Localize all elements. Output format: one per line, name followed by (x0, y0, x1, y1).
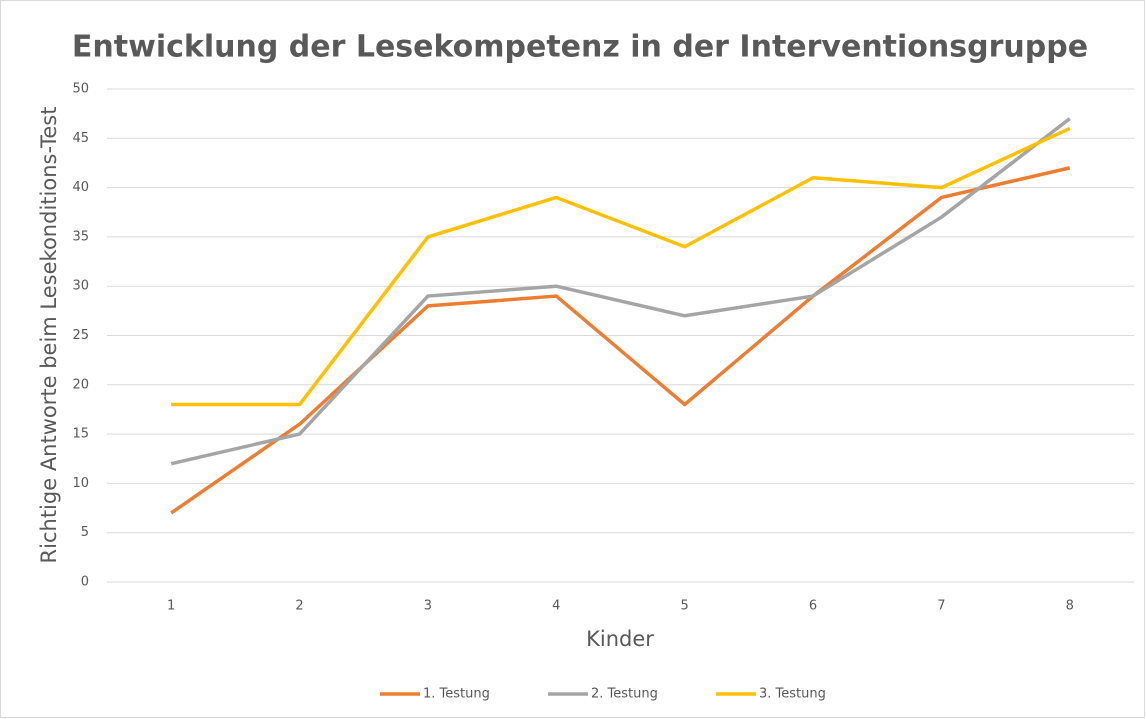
x-tick-label: 1 (167, 599, 175, 614)
y-axis-label: Richtige Antworte beim Lesekonditions-Te… (37, 107, 61, 564)
y-tick-label: 40 (72, 180, 89, 195)
y-tick-label: 15 (72, 427, 89, 442)
y-tick-label: 45 (72, 131, 89, 146)
y-tick-label: 5 (81, 525, 89, 540)
chart-title: Entwicklung der Lesekompetenz in der Int… (72, 30, 1088, 65)
series-line (170, 166, 1071, 515)
y-tick-label: 0 (81, 575, 89, 590)
x-tick-label: 7 (937, 599, 945, 614)
y-tick-label: 30 (72, 279, 89, 294)
y-tick-label: 50 (72, 82, 89, 97)
legend-label: 2. Testung (591, 687, 658, 702)
y-tick-label: 20 (72, 377, 89, 392)
x-tick-label: 4 (552, 599, 560, 614)
x-tick-label: 3 (424, 599, 432, 614)
y-tick-label: 10 (72, 476, 89, 491)
x-tick-label: 5 (681, 599, 689, 614)
series-line (171, 126, 1071, 407)
legend-label: 1. Testung (423, 687, 490, 702)
x-tick-label: 2 (295, 599, 303, 614)
y-tick-label: 25 (72, 328, 89, 343)
series-line (170, 117, 1071, 466)
y-tick-label: 35 (72, 229, 89, 244)
x-tick-label: 8 (1066, 599, 1074, 614)
legend-label: 3. Testung (759, 687, 826, 702)
x-tick-label: 6 (809, 599, 817, 614)
x-axis-label: Kinder (586, 627, 654, 651)
